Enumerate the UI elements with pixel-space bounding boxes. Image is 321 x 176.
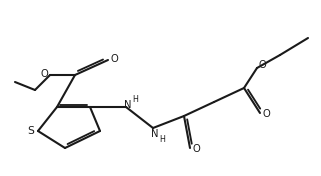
Text: O: O [258,60,266,70]
Text: O: O [110,54,118,64]
Text: N: N [151,129,159,139]
Text: O: O [262,109,270,119]
Text: H: H [132,96,138,105]
Text: O: O [192,144,200,154]
Text: H: H [159,134,165,143]
Text: O: O [40,69,48,79]
Text: S: S [28,126,34,136]
Text: N: N [124,100,132,110]
